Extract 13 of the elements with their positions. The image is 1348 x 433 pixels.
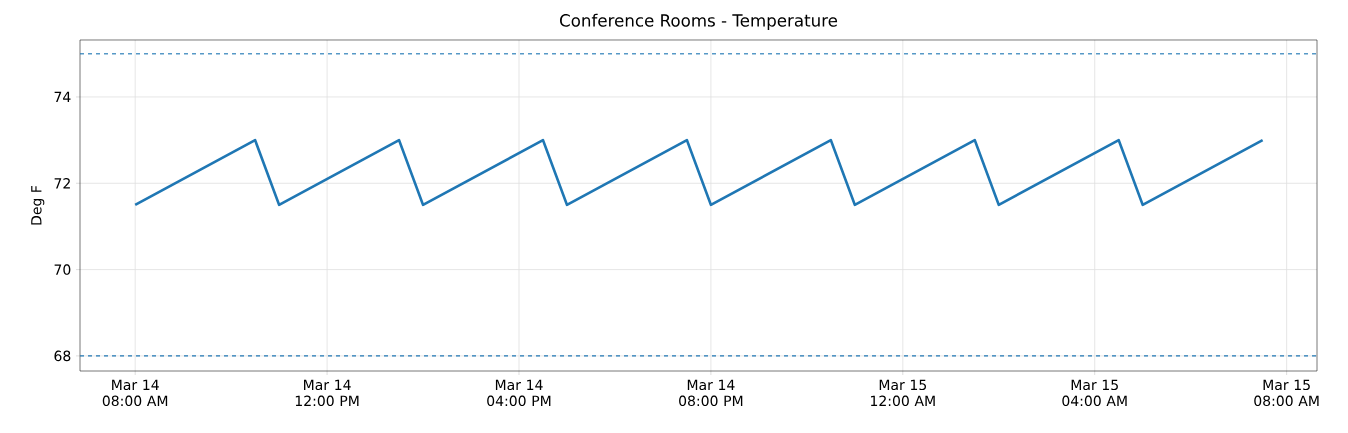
- x-tick-label: Mar 15 08:00 AM: [1254, 379, 1319, 407]
- y-tick-label: 74: [54, 91, 71, 103]
- x-tick-label: Mar 14 12:00 PM: [295, 379, 359, 407]
- x-tick-label: Mar 14 08:00 PM: [679, 379, 743, 407]
- chart-title: Conference Rooms - Temperature: [560, 13, 838, 30]
- x-tick-label: Mar 15 12:00 AM: [871, 379, 935, 407]
- x-tick-label: Mar 14 08:00 AM: [102, 379, 168, 407]
- y-tick-label: 68: [54, 350, 71, 362]
- x-tick-label: Mar 14 04:00 PM: [487, 379, 551, 407]
- y-tick-label: 72: [54, 178, 70, 189]
- y-tick-label: 70: [54, 264, 71, 275]
- y-axis-title: Deg F: [31, 185, 45, 225]
- x-tick-label: Mar 15 04:00 AM: [1062, 379, 1127, 407]
